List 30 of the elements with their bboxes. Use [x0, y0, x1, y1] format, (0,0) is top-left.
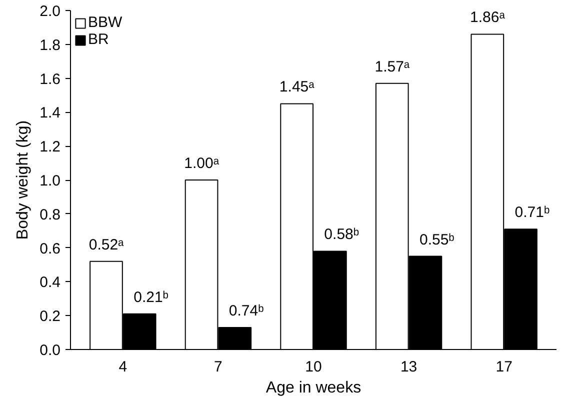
- legend-label: BR: [88, 31, 109, 48]
- x-tick-label: 17: [496, 358, 512, 376]
- y-tick-label: 1.2: [40, 138, 61, 156]
- x-axis-title: Age in weeks: [266, 380, 362, 396]
- annotation: 0.74ᵇ: [228, 302, 264, 320]
- y-tick-label: 0.2: [40, 308, 61, 326]
- y-axis-title: Body weight (kg): [14, 120, 32, 240]
- data-label: 1.45ᵃ: [279, 78, 315, 96]
- y-tick-label: 1.4: [40, 104, 61, 122]
- y-tick-label: 1.8: [40, 36, 61, 54]
- x-tick-label: 7: [214, 358, 222, 376]
- data-label: 1.57ᵃ: [374, 58, 410, 76]
- x-tick-label: 10: [305, 358, 322, 376]
- data-label: 0.55ᵇ: [419, 231, 455, 248]
- data-label: 1.86ᵃ: [470, 9, 506, 26]
- x-tick-label: 13: [400, 358, 418, 376]
- data-label: 0.71ᵇ: [514, 204, 550, 222]
- y-tick-label: 0.6: [40, 240, 61, 258]
- y-tick-label: 0.8: [40, 206, 61, 224]
- y-tick-label: 0.4: [40, 274, 61, 292]
- y-tick-label: 0.0: [40, 342, 61, 359]
- data-label: 0.21ᵇ: [134, 288, 169, 306]
- legend-label: BBW: [88, 14, 122, 31]
- y-tick-label: 2.0: [40, 3, 61, 20]
- data-label: 1.00ᵃ: [184, 155, 220, 172]
- y-tick-label: 1.0: [40, 172, 61, 190]
- y-tick-label: 1.6: [40, 70, 61, 88]
- data-label: 0.58ᵇ: [324, 226, 360, 244]
- x-tick-label: 4: [118, 358, 128, 376]
- data-label: 0.52ᵃ: [88, 236, 124, 254]
